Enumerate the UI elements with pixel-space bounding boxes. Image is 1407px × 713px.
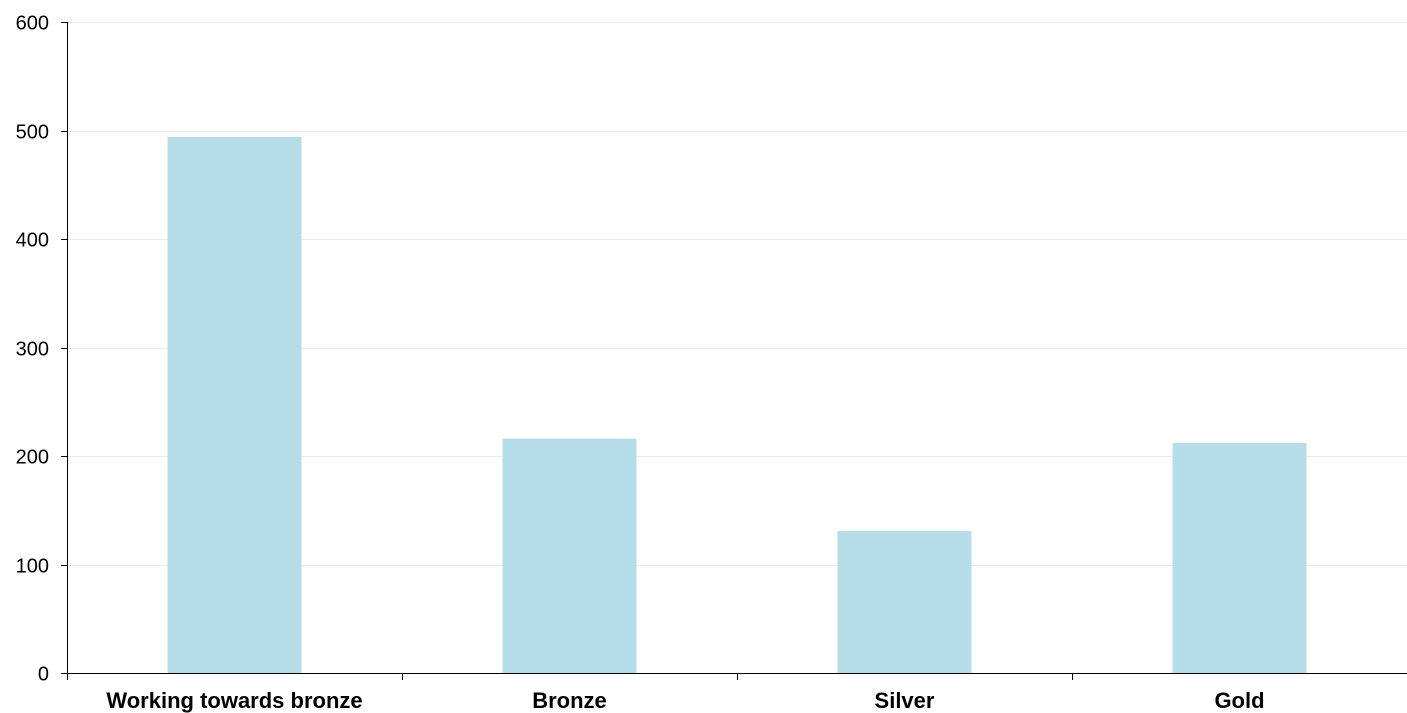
- bars: [167, 137, 1307, 673]
- bar-gold: [1172, 443, 1307, 673]
- bar-working-towards-bronze: [167, 137, 302, 673]
- labels: 0 100 200 300 400 500 600 Working towards bronz…: [16, 13, 1265, 713]
- x-tick-label-bronze: Bronze: [532, 688, 607, 713]
- axes: [61, 22, 1407, 680]
- bar-silver: [837, 530, 972, 673]
- y-tick-label-300: 300: [16, 339, 49, 361]
- y-tick-label-400: 400: [16, 230, 49, 252]
- x-tick-label-silver: Silver: [875, 688, 935, 713]
- y-tick-label-200: 200: [16, 447, 49, 469]
- y-tick-label-600: 600: [16, 13, 49, 35]
- y-tick-label-100: 100: [16, 556, 49, 578]
- x-tick-label-working-towards-bronze: Working towards bronze: [106, 688, 362, 713]
- y-tick-label-0: 0: [38, 664, 49, 686]
- x-tick-label-gold: Gold: [1214, 688, 1264, 713]
- bar-bronze: [502, 438, 637, 673]
- y-tick-label-500: 500: [16, 122, 49, 144]
